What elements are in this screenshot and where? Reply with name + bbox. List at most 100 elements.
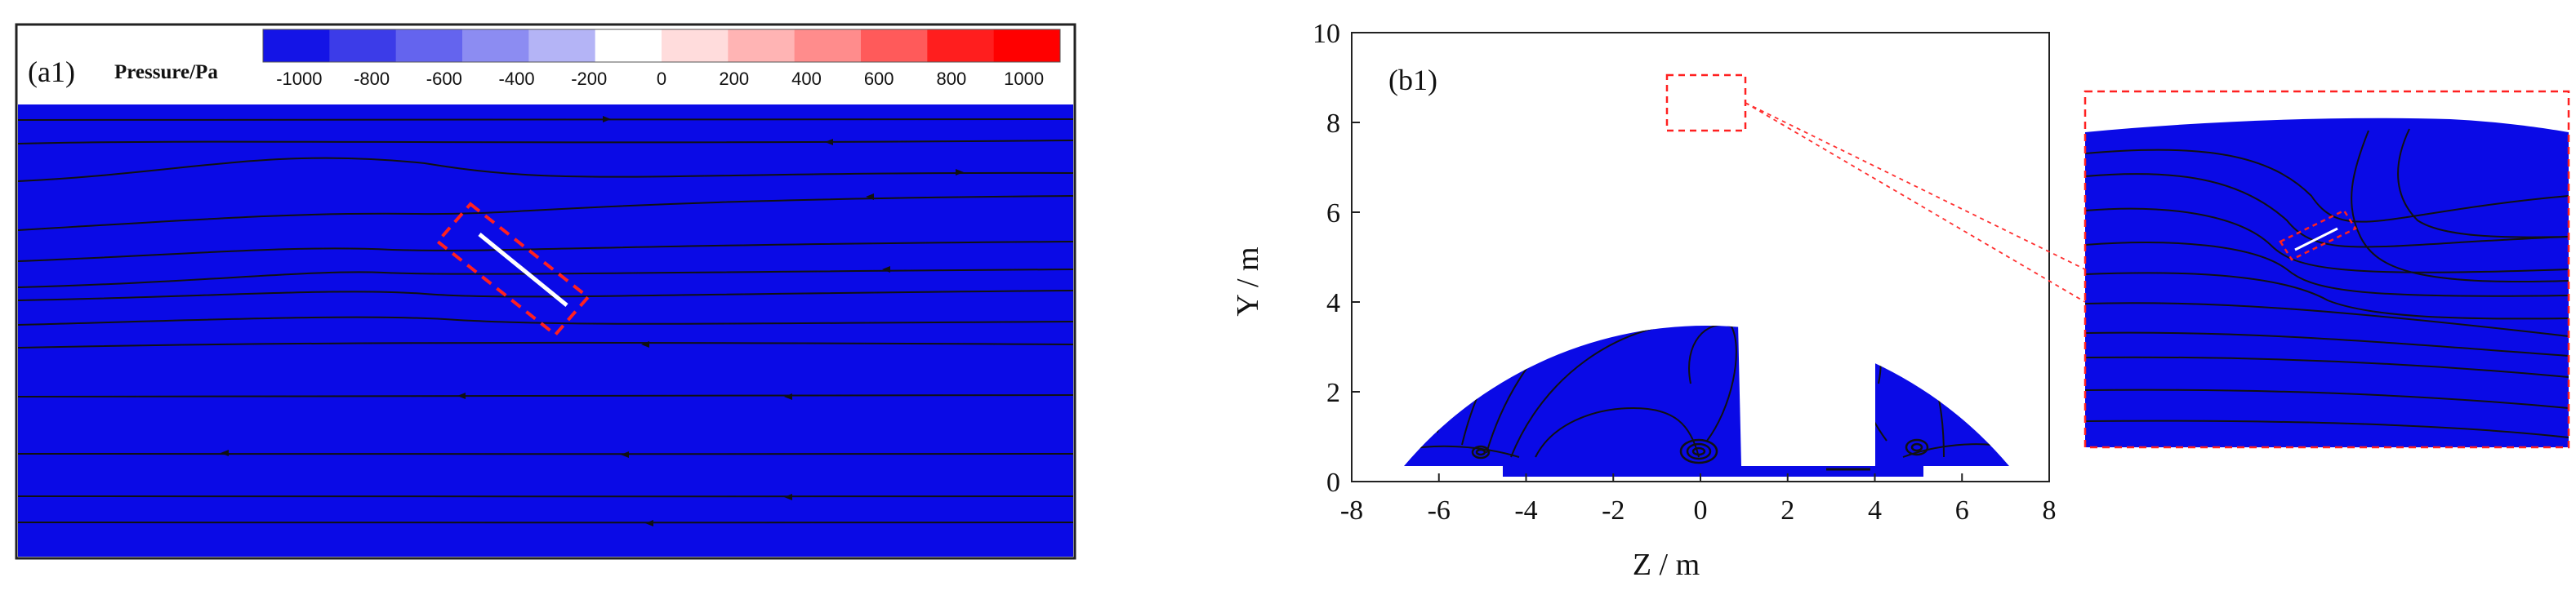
colorbar: -1000 -800 -600 -400 -200 0 200 400 600 800 1000 [262,29,1061,89]
colorbar-tick-label: 1000 [1004,69,1044,89]
colorbar-outline [262,29,1061,63]
flow-arrow [784,494,792,500]
zoom-inset-plate [2294,227,2338,251]
panel-a1-arrowheads [221,116,964,526]
streamline [18,452,1073,455]
vortex [1686,442,1712,460]
streamline [2397,128,2569,238]
streamline [2085,331,2569,357]
x-tick-label: -4 [1514,495,1537,526]
flow-arrow [221,450,229,456]
colorbar-swatch [993,29,1061,62]
panel-b1-vehicle-cutout [1738,297,1875,466]
streamline [2085,302,2569,337]
zoom-inset-field [2085,118,2569,447]
x-tick-label: 6 [1955,495,1969,526]
x-tick-label: 4 [1868,495,1882,526]
x-tick-label: -6 [1428,495,1451,526]
flow-arrow [621,451,629,458]
colorbar-tick-label: 200 [719,69,749,89]
panel-b1-label: (b1) [1388,64,1437,96]
colorbar-swatch [662,29,729,62]
streamline [18,157,1073,182]
streamline [18,495,1073,498]
streamline [18,316,1073,326]
flow-arrow [457,393,466,399]
streamline [1688,325,1737,442]
x-tick-label: 0 [1694,495,1708,526]
colorbar-tick-label: -200 [571,69,607,89]
y-tick-label: 10 [1313,19,1340,49]
streamline [2085,272,2569,320]
flow-arrow [882,266,890,273]
colorbar-swatch [462,29,529,62]
streamline [18,195,1073,231]
x-tick-label: -8 [1340,495,1363,526]
colorbar-swatch [528,29,596,62]
panel-a1-plate [478,233,568,307]
panel-b1-vortices [1471,438,1929,464]
vortex [1679,438,1718,464]
streamline [1486,325,1830,454]
streamline [18,290,1073,301]
streamline [18,269,1073,288]
colorbar-tick-label: 400 [791,69,822,89]
streamline [1535,406,1700,458]
x-axis-label: Z / m [1633,548,1700,582]
colorbar-title: Pressure/Pa [114,61,218,83]
panel-a1-streamlines [18,118,1073,524]
panel-b1-x-ticks: -8 -6 -4 -2 0 2 4 6 8 [1340,473,2057,526]
zoom-connectors [1745,102,2086,303]
vortex [1691,446,1706,456]
panel-b1: (b1) [1231,19,2057,582]
streamline [18,140,1073,144]
colorbar-swatch [329,29,397,62]
zoom-inset [2084,90,2570,449]
panel-b1-y-ticks: 0 2 4 6 8 10 [1313,19,1360,498]
panel-b1-plate [1695,88,1716,98]
colorbar-swatch [395,29,463,62]
streamline [2085,173,2569,248]
streamline [18,341,1073,349]
y-tick-label: 8 [1326,109,1340,139]
y-tick-label: 6 [1326,198,1340,229]
vortex [1905,438,1929,456]
vortex [1471,445,1491,460]
streamline [18,118,1073,122]
colorbar-tick-label: 800 [937,69,967,89]
colorbar-swatch [595,29,662,62]
y-axis-label: Y / m [1231,246,1265,316]
colorbar-tick-label: -600 [426,69,462,89]
flow-arrow [825,139,833,145]
flow-arrow [641,341,649,348]
streamline [18,241,1073,262]
x-tick-label: 8 [2043,495,2057,526]
streamline [2085,242,2569,297]
flow-arrow [645,520,653,526]
colorbar-swatch [927,29,995,62]
streamline [2085,149,2569,223]
colorbar-swatch [728,29,796,62]
zoom-connector-line [1745,102,2086,303]
streamline [2351,130,2569,283]
panel-a1-label: (a1) [28,56,75,88]
colorbar-swatch [263,29,330,62]
colorbar-tick-label: 0 [657,69,666,89]
flow-arrow [956,169,964,175]
streamline [2085,356,2569,378]
vortex [1475,448,1486,456]
colorbar-tick-label: -1000 [276,69,322,89]
y-tick-label: 2 [1326,378,1340,408]
panel-a1: (a1) Pressure/Pa -1000 -800 -600 -400 -200 0 2… [15,23,1076,560]
colorbar-tick-label: 600 [864,69,894,89]
zoom-inset-frame [2084,90,2570,449]
panel-a1-pressure-field [18,104,1073,557]
colorbar-tick-label: -400 [499,69,535,89]
flow-arrow [603,116,611,122]
colorbar-swatch [861,29,928,62]
zoom-inset-streamlines [2085,128,2569,438]
x-tick-label: 2 [1780,495,1794,526]
streamline [2085,420,2569,438]
panel-a1-highlight-box [435,202,591,337]
